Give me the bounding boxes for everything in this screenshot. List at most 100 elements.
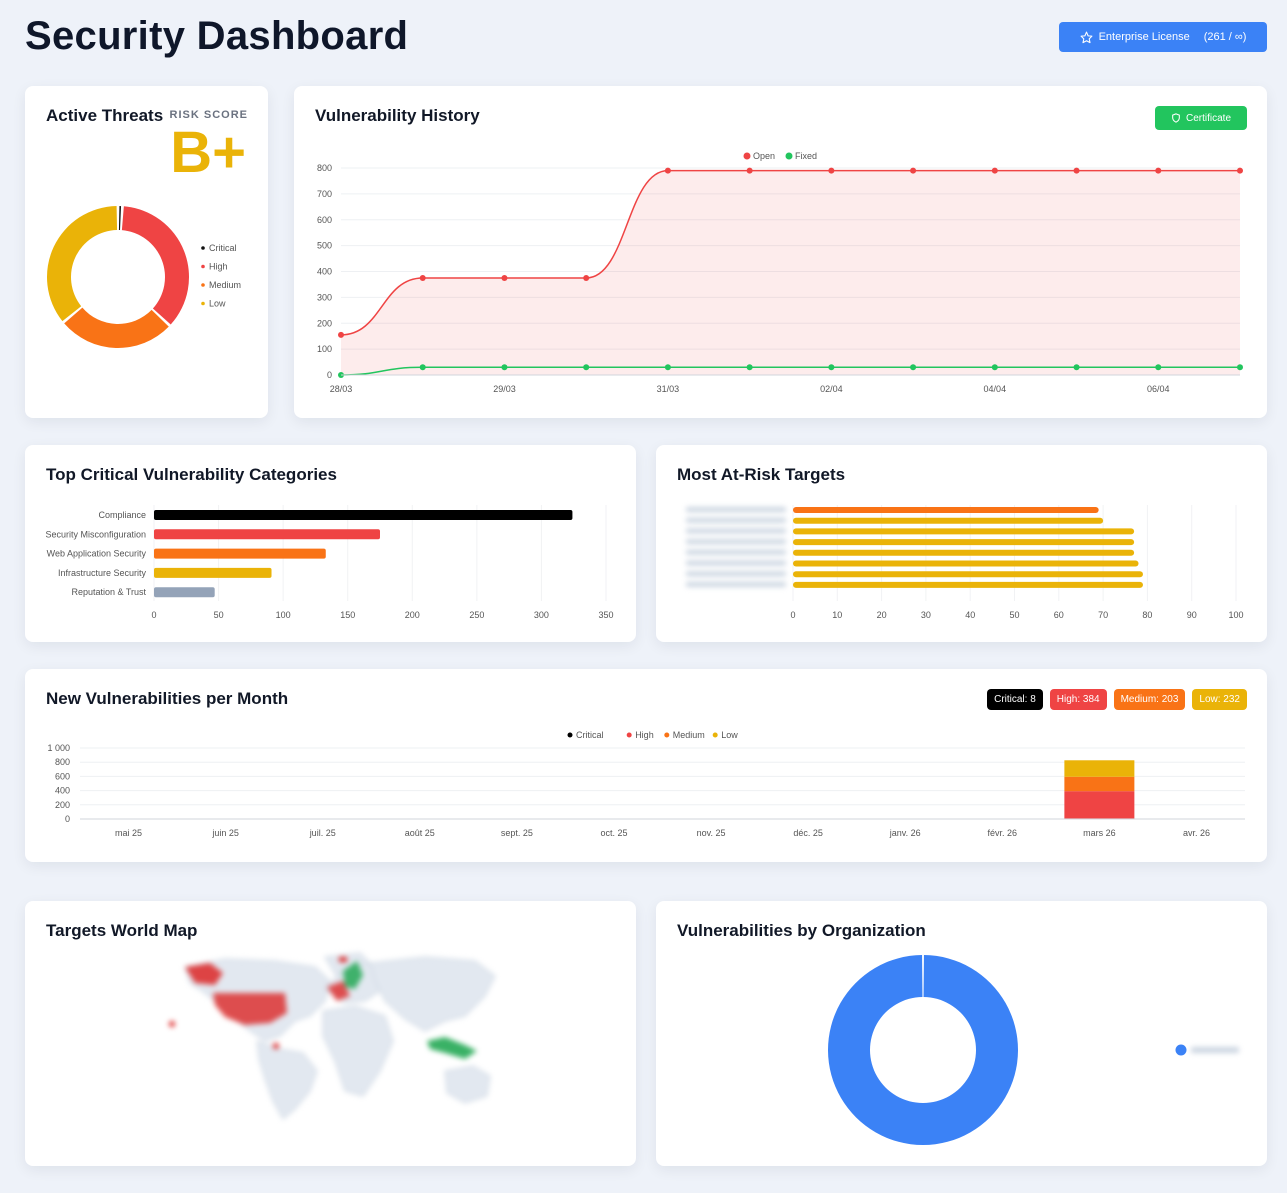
threat-slice-low <box>47 206 118 322</box>
month-label: févr. 26 <box>988 828 1018 838</box>
x-tick-label: 80 <box>1142 610 1152 620</box>
y-tick-label: 600 <box>317 215 332 225</box>
x-tick-label: 350 <box>598 610 613 620</box>
x-tick-label: 04/04 <box>984 384 1007 394</box>
legend-label-high: High <box>635 730 654 740</box>
category-bar <box>154 510 573 520</box>
category-bar <box>154 529 380 540</box>
point-fixed <box>664 364 671 371</box>
active-threats-card: Active Threats RISK SCORE B+ Critical Hig… <box>25 86 268 418</box>
x-tick-label: 200 <box>405 610 420 620</box>
high-badge: High: 384 <box>1049 689 1107 710</box>
x-tick-label: 70 <box>1098 610 1108 620</box>
month-label: janv. 26 <box>889 828 921 838</box>
y-tick-label: 1 000 <box>47 743 70 753</box>
x-tick-label: 29/03 <box>493 384 516 394</box>
point-open <box>828 167 835 174</box>
point-open <box>501 274 508 281</box>
point-fixed <box>910 364 917 371</box>
point-fixed <box>583 364 590 371</box>
categories-bar-chart: 0 50 100 150 200 250 300 350 Compliance Security … <box>45 505 614 620</box>
month-label: avr. 26 <box>1183 828 1210 838</box>
y-tick-label: 500 <box>317 241 332 251</box>
month-label: nov. 25 <box>697 828 726 838</box>
point-fixed <box>1155 364 1162 371</box>
world-map-title: Targets World Map <box>46 921 198 940</box>
y-tick-label: 0 <box>65 814 70 824</box>
x-tick-label: 31/03 <box>657 384 680 394</box>
history-line-chart: 0 100 200 300 400 500 600 700 800 28/03 29/03 31/03… <box>317 151 1243 394</box>
by-organization-card: Vulnerabilities by Organization <box>656 901 1267 1166</box>
month-label: oct. 25 <box>600 828 627 838</box>
target-bar <box>793 581 1143 588</box>
license-count: (261 / ∞) <box>1203 31 1247 43</box>
map-southeast-asia <box>427 1037 477 1059</box>
x-tick-label: 20 <box>877 610 887 620</box>
low-badge: Low: 232 <box>1192 689 1247 710</box>
map-asia <box>369 956 496 1032</box>
world-map[interactable] <box>25 901 636 1166</box>
vulnerability-history-title: Vulnerability History <box>315 106 480 125</box>
point-open <box>338 331 344 338</box>
x-tick-label: 40 <box>965 610 975 620</box>
target-bar <box>793 528 1135 535</box>
x-tick-label: 02/04 <box>820 384 843 394</box>
vulnerability-history-card: Vulnerability History Certificate 0 100 20… <box>294 86 1267 418</box>
organization-donut-chart <box>828 955 1239 1145</box>
certificate-button[interactable]: Certificate <box>1155 106 1247 130</box>
legend-dot-fixed <box>785 152 793 160</box>
legend-label-medium: Medium <box>673 730 705 740</box>
x-tick-label: 300 <box>534 610 549 620</box>
monthly-vulns-card: New Vulnerabilities per Month Critical: … <box>25 669 1267 862</box>
target-label-redacted <box>686 560 786 566</box>
y-tick-label: 400 <box>317 267 332 277</box>
series-area-open <box>341 170 1240 375</box>
category-bar <box>154 587 215 598</box>
monthly-vulns-title: New Vulnerabilities per Month <box>46 689 289 708</box>
point-fixed <box>991 364 998 371</box>
point-open <box>1073 167 1080 174</box>
x-tick-label: 30 <box>921 610 931 620</box>
legend-label-medium: Medium <box>209 280 241 290</box>
point-fixed <box>501 364 508 371</box>
point-open <box>583 274 590 281</box>
x-tick-label: 100 <box>1228 610 1243 620</box>
x-tick-label: 150 <box>340 610 355 620</box>
threat-slice-critical <box>118 206 122 231</box>
x-tick-label: 90 <box>1187 610 1197 620</box>
legend-label-critical: Critical <box>576 730 604 740</box>
target-label-redacted <box>686 517 786 523</box>
point-open <box>746 167 753 174</box>
legend-label-redacted <box>1191 1047 1239 1053</box>
x-tick-label: 50 <box>1009 610 1019 620</box>
top-categories-card: Top Critical Vulnerability Categories 0 5… <box>25 445 636 642</box>
stack-segment-high <box>1064 791 1135 819</box>
x-tick-label: 0 <box>790 610 795 620</box>
map-marker-pacific <box>169 1021 175 1027</box>
map-united-states <box>213 993 287 1025</box>
license-label: Enterprise License <box>1098 31 1190 43</box>
by-organization-title: Vulnerabilities by Organization <box>677 921 926 940</box>
target-label-redacted <box>686 539 786 545</box>
legend-dot <box>1175 1044 1187 1056</box>
enterprise-license-button[interactable]: Enterprise License (261 / ∞) <box>1059 22 1267 52</box>
y-tick-label: 400 <box>55 786 70 796</box>
threat-slice-high <box>121 206 189 325</box>
point-fixed <box>828 364 835 371</box>
severity-badges: Critical: 8 High: 384 Medium: 203 Low: 2… <box>987 689 1247 710</box>
target-label-redacted <box>686 507 786 512</box>
stack-segment-low <box>1064 760 1135 777</box>
medium-badge: Medium: 203 <box>1113 689 1186 710</box>
monthly-stacked-chart: 0 200 400 600 800 1 000 mai 25 juin 25 juil. 25 a… <box>47 730 1245 838</box>
y-tick-label: 800 <box>317 163 332 173</box>
legend-dot-low <box>201 301 205 306</box>
map-south-america <box>256 1040 318 1120</box>
map-africa <box>322 1005 394 1097</box>
point-open <box>1155 167 1162 174</box>
month-label: mars 26 <box>1083 828 1116 838</box>
y-tick-label: 100 <box>317 344 332 354</box>
y-tick-label: 300 <box>317 292 332 302</box>
at-risk-targets-card: Most At-Risk Targets 0 10 20 30 40 50 60 70 80 90… <box>656 445 1267 642</box>
threat-donut-chart: Critical High Medium Low <box>47 206 241 348</box>
month-label: juin 25 <box>211 828 239 838</box>
